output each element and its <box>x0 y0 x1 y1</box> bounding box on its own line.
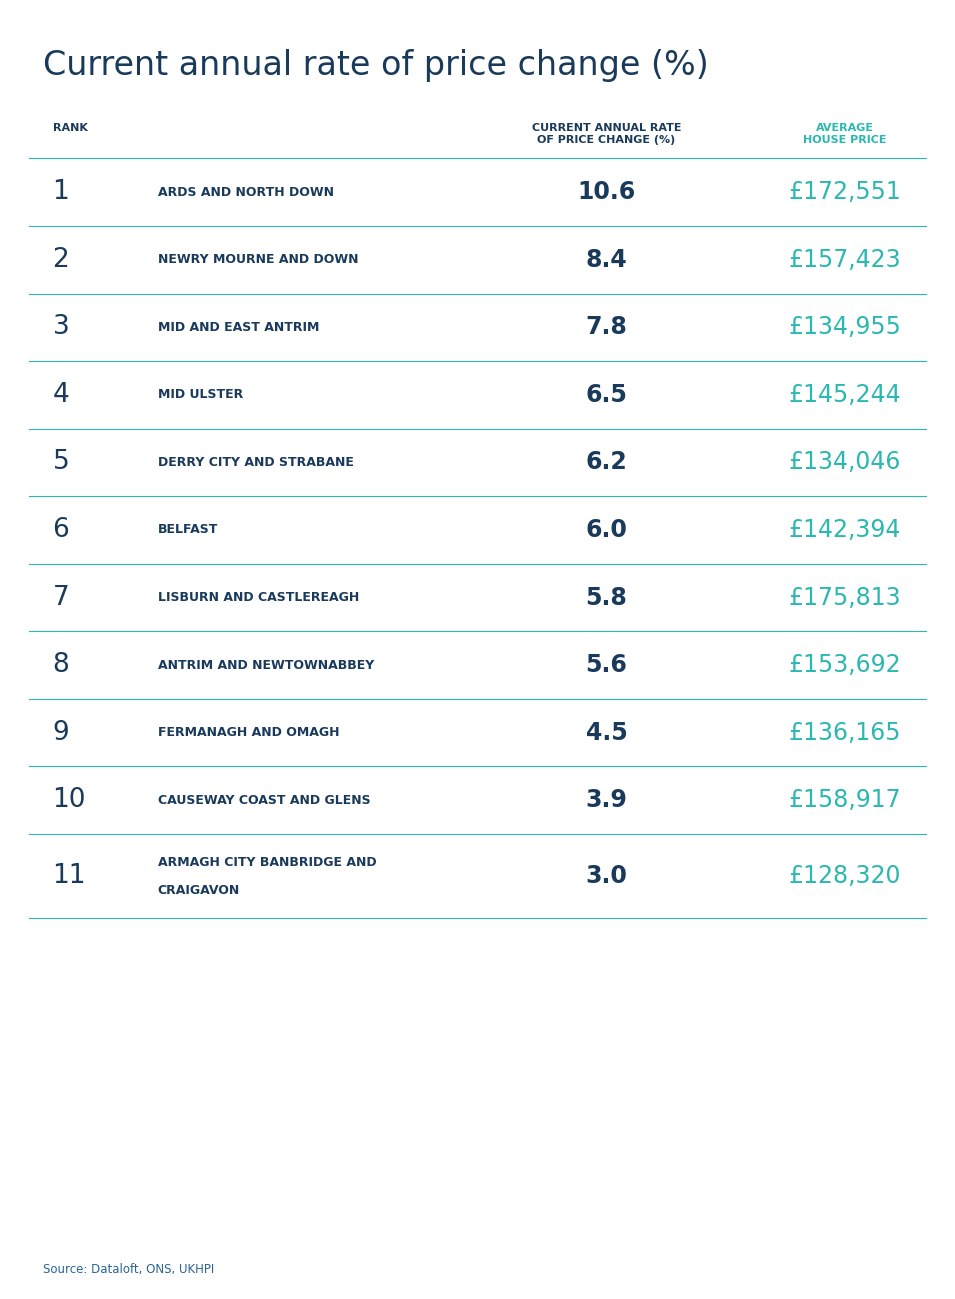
Text: 5: 5 <box>53 449 70 475</box>
Text: NEWRY MOURNE AND DOWN: NEWRY MOURNE AND DOWN <box>158 253 358 266</box>
Text: BELFAST: BELFAST <box>158 523 218 536</box>
Text: ARDS AND NORTH DOWN: ARDS AND NORTH DOWN <box>158 186 333 199</box>
Text: 4: 4 <box>53 382 70 408</box>
Text: 9: 9 <box>53 720 70 746</box>
Text: 6.0: 6.0 <box>585 518 627 542</box>
Text: £145,244: £145,244 <box>789 383 902 407</box>
Text: £153,692: £153,692 <box>789 653 902 677</box>
Text: LISBURN AND CASTLEREAGH: LISBURN AND CASTLEREAGH <box>158 591 359 604</box>
Text: £134,955: £134,955 <box>789 316 902 339</box>
Text: 8.4: 8.4 <box>585 248 627 271</box>
Text: 3.9: 3.9 <box>585 788 627 812</box>
Text: £172,551: £172,551 <box>789 181 902 204</box>
Text: 7.8: 7.8 <box>585 316 627 339</box>
Text: 11: 11 <box>53 863 86 890</box>
Text: 8: 8 <box>53 652 70 678</box>
Text: £128,320: £128,320 <box>789 864 902 889</box>
Text: RANK: RANK <box>53 123 88 134</box>
Text: MID ULSTER: MID ULSTER <box>158 388 243 401</box>
Text: ANTRIM AND NEWTOWNABBEY: ANTRIM AND NEWTOWNABBEY <box>158 659 373 672</box>
Text: £134,046: £134,046 <box>789 451 902 474</box>
Text: Source: Dataloft, ONS, UKHPI: Source: Dataloft, ONS, UKHPI <box>43 1263 214 1276</box>
Text: £136,165: £136,165 <box>789 721 902 744</box>
Text: 2: 2 <box>53 247 70 273</box>
Text: £157,423: £157,423 <box>789 248 902 271</box>
Text: DERRY CITY AND STRABANE: DERRY CITY AND STRABANE <box>158 456 353 469</box>
Text: £175,813: £175,813 <box>789 586 902 609</box>
Text: ARMAGH CITY BANBRIDGE AND: ARMAGH CITY BANBRIDGE AND <box>158 856 376 869</box>
Text: 6: 6 <box>53 517 70 543</box>
Text: MID AND EAST ANTRIM: MID AND EAST ANTRIM <box>158 321 319 334</box>
Text: 5.6: 5.6 <box>585 653 627 677</box>
Text: 10.6: 10.6 <box>578 181 635 204</box>
Text: AVERAGE
HOUSE PRICE: AVERAGE HOUSE PRICE <box>803 123 887 145</box>
Text: 3.0: 3.0 <box>585 864 627 889</box>
Text: Current annual rate of price change (%): Current annual rate of price change (%) <box>43 49 709 82</box>
Text: FERMANAGH AND OMAGH: FERMANAGH AND OMAGH <box>158 726 339 739</box>
Text: £142,394: £142,394 <box>789 518 902 542</box>
Text: CAUSEWAY COAST AND GLENS: CAUSEWAY COAST AND GLENS <box>158 794 371 807</box>
Text: 3: 3 <box>53 314 70 340</box>
Text: CRAIGAVON: CRAIGAVON <box>158 883 240 896</box>
Text: 6.5: 6.5 <box>585 383 627 407</box>
Text: 5.8: 5.8 <box>585 586 627 609</box>
Text: CURRENT ANNUAL RATE
OF PRICE CHANGE (%): CURRENT ANNUAL RATE OF PRICE CHANGE (%) <box>532 123 681 145</box>
Text: 1: 1 <box>53 179 70 205</box>
Text: 10: 10 <box>53 787 86 813</box>
Text: 6.2: 6.2 <box>585 451 627 474</box>
Text: 7: 7 <box>53 585 70 611</box>
Text: £158,917: £158,917 <box>789 788 902 812</box>
Text: 4.5: 4.5 <box>585 721 627 744</box>
